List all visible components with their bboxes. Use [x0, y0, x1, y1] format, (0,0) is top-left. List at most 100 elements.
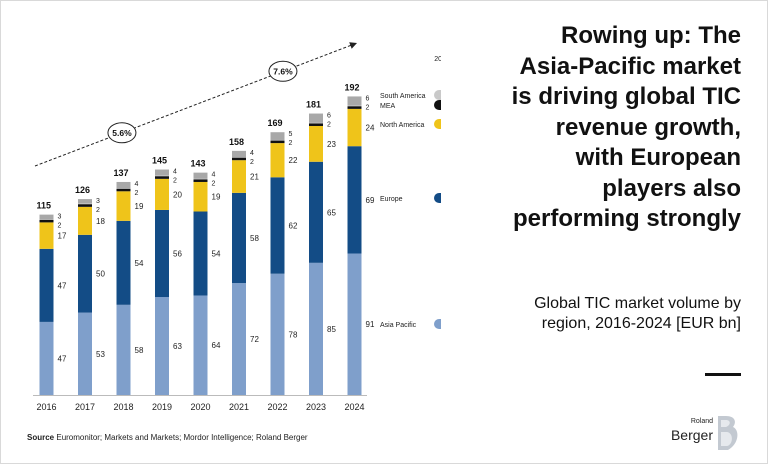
label-north-america-2023: 23: [327, 140, 336, 149]
bar-mea-2022: [270, 139, 285, 144]
label-north-america-2018: 19: [135, 202, 144, 211]
bar-mea-2024: [347, 105, 362, 109]
bar-mea-2019: [155, 175, 169, 179]
logo-line-2: Berger: [670, 427, 713, 443]
bar-north-america-2020: [193, 181, 208, 212]
bar-asia-pacific-2021: [232, 283, 246, 395]
cagr-pill-north-america-1: [434, 119, 441, 129]
total-2022: 169: [268, 118, 283, 128]
label-north-america-2016: 17: [58, 232, 67, 241]
bar-europe-2019: [155, 209, 169, 298]
bar-south-america-2019: [155, 169, 169, 176]
roland-berger-logo: Roland Berger: [669, 414, 741, 452]
total-2016: 115: [37, 201, 52, 211]
x-tick-2016: 2016: [36, 402, 56, 412]
bar-north-america-2024: [347, 108, 362, 147]
label-north-america-2019: 20: [173, 190, 182, 199]
label-south-america-2024: 6: [366, 95, 370, 102]
cagr-period-1: 2016-2020: [434, 56, 441, 63]
bar-asia-pacific-2023: [309, 262, 323, 395]
bar-europe-2017: [78, 234, 92, 313]
label-mea-2016: 2: [58, 223, 62, 230]
bar-mea-2023: [309, 122, 323, 126]
bar-mea-2021: [232, 157, 246, 161]
label-south-america-2018: 4: [135, 181, 139, 188]
bar-europe-2022: [270, 177, 285, 274]
bar-europe-2021: [232, 192, 246, 284]
bar-north-america-2017: [78, 206, 92, 235]
label-asia-pacific-2017: 53: [96, 350, 105, 359]
logo-b-icon: [718, 416, 738, 450]
legend-mea: MEA: [380, 103, 396, 110]
bar-south-america-2016: [39, 214, 54, 220]
x-tick-2024: 2024: [344, 402, 364, 412]
label-europe-2016: 47: [58, 281, 67, 290]
stacked-bar-chart: 4747172311520165350182312620175854192413…: [33, 42, 441, 412]
bar-south-america-2021: [232, 150, 246, 158]
bar-north-america-2023: [309, 125, 323, 162]
label-mea-2018: 2: [135, 190, 139, 197]
total-2020: 143: [191, 159, 206, 169]
label-mea-2020: 2: [212, 181, 216, 188]
bar-asia-pacific-2022: [270, 273, 285, 395]
logo-line-1: Roland: [690, 418, 713, 425]
bar-asia-pacific-2018: [116, 304, 131, 395]
legend-asia-pacific: Asia Pacific: [380, 322, 417, 329]
label-asia-pacific-2020: 64: [212, 341, 221, 350]
growth-trend-line: [34, 42, 358, 167]
label-asia-pacific-2016: 47: [58, 354, 67, 363]
label-asia-pacific-2019: 63: [173, 342, 182, 351]
label-europe-2020: 54: [212, 249, 221, 258]
total-2024: 192: [345, 82, 360, 92]
bar-north-america-2019: [155, 178, 169, 210]
x-tick-2018: 2018: [113, 402, 133, 412]
cagr-pill-europe-1: [434, 193, 441, 203]
label-europe-2021: 58: [250, 234, 259, 243]
bar-europe-2023: [309, 161, 323, 263]
bar-europe-2016: [39, 248, 54, 322]
bar-asia-pacific-2024: [347, 253, 362, 395]
bar-south-america-2022: [270, 132, 285, 140]
growth-rate-2: 7.6%: [273, 66, 293, 76]
cagr-pill-mea-1: [434, 100, 441, 110]
headline: Rowing up: The Asia-Pacific market is dr…: [511, 22, 741, 232]
legend-europe: Europe: [380, 196, 403, 203]
label-mea-2024: 2: [366, 104, 370, 111]
label-europe-2024: 69: [366, 196, 375, 205]
bar-mea-2017: [78, 203, 92, 207]
chart-subtitle: Global TIC market volume by region, 2016…: [534, 295, 741, 332]
label-europe-2018: 54: [135, 259, 144, 268]
bar-asia-pacific-2017: [78, 312, 92, 395]
x-tick-2017: 2017: [75, 402, 95, 412]
label-north-america-2024: 24: [366, 124, 375, 133]
source-label: Source: [27, 433, 55, 442]
x-tick-2022: 2022: [267, 402, 287, 412]
total-2018: 137: [114, 168, 129, 178]
bar-north-america-2021: [232, 160, 246, 193]
label-south-america-2017: 3: [96, 198, 100, 205]
label-south-america-2023: 6: [327, 113, 331, 120]
source-text: Euromonitor; Markets and Markets; Mordor…: [56, 433, 308, 442]
bar-mea-2018: [116, 188, 131, 192]
bar-europe-2020: [193, 211, 208, 296]
label-south-america-2020: 4: [212, 172, 216, 179]
legend-south-america: South America: [380, 93, 426, 100]
label-north-america-2022: 22: [289, 156, 298, 165]
label-south-america-2022: 5: [289, 131, 293, 138]
bar-asia-pacific-2020: [193, 295, 208, 395]
bar-mea-2016: [39, 219, 54, 223]
x-tick-2021: 2021: [229, 402, 249, 412]
bar-north-america-2018: [116, 191, 131, 221]
bar-north-america-2022: [270, 143, 285, 178]
growth-bubble-2: [268, 60, 298, 82]
growth-rate-1: 5.6%: [112, 128, 132, 138]
label-south-america-2019: 4: [173, 169, 177, 176]
label-europe-2023: 65: [327, 208, 336, 217]
label-mea-2023: 2: [327, 122, 331, 129]
label-asia-pacific-2021: 72: [250, 335, 259, 344]
label-north-america-2020: 19: [212, 193, 221, 202]
label-europe-2022: 62: [289, 222, 298, 231]
total-2019: 145: [152, 156, 167, 166]
label-north-america-2021: 21: [250, 173, 259, 182]
label-mea-2017: 2: [96, 207, 100, 214]
